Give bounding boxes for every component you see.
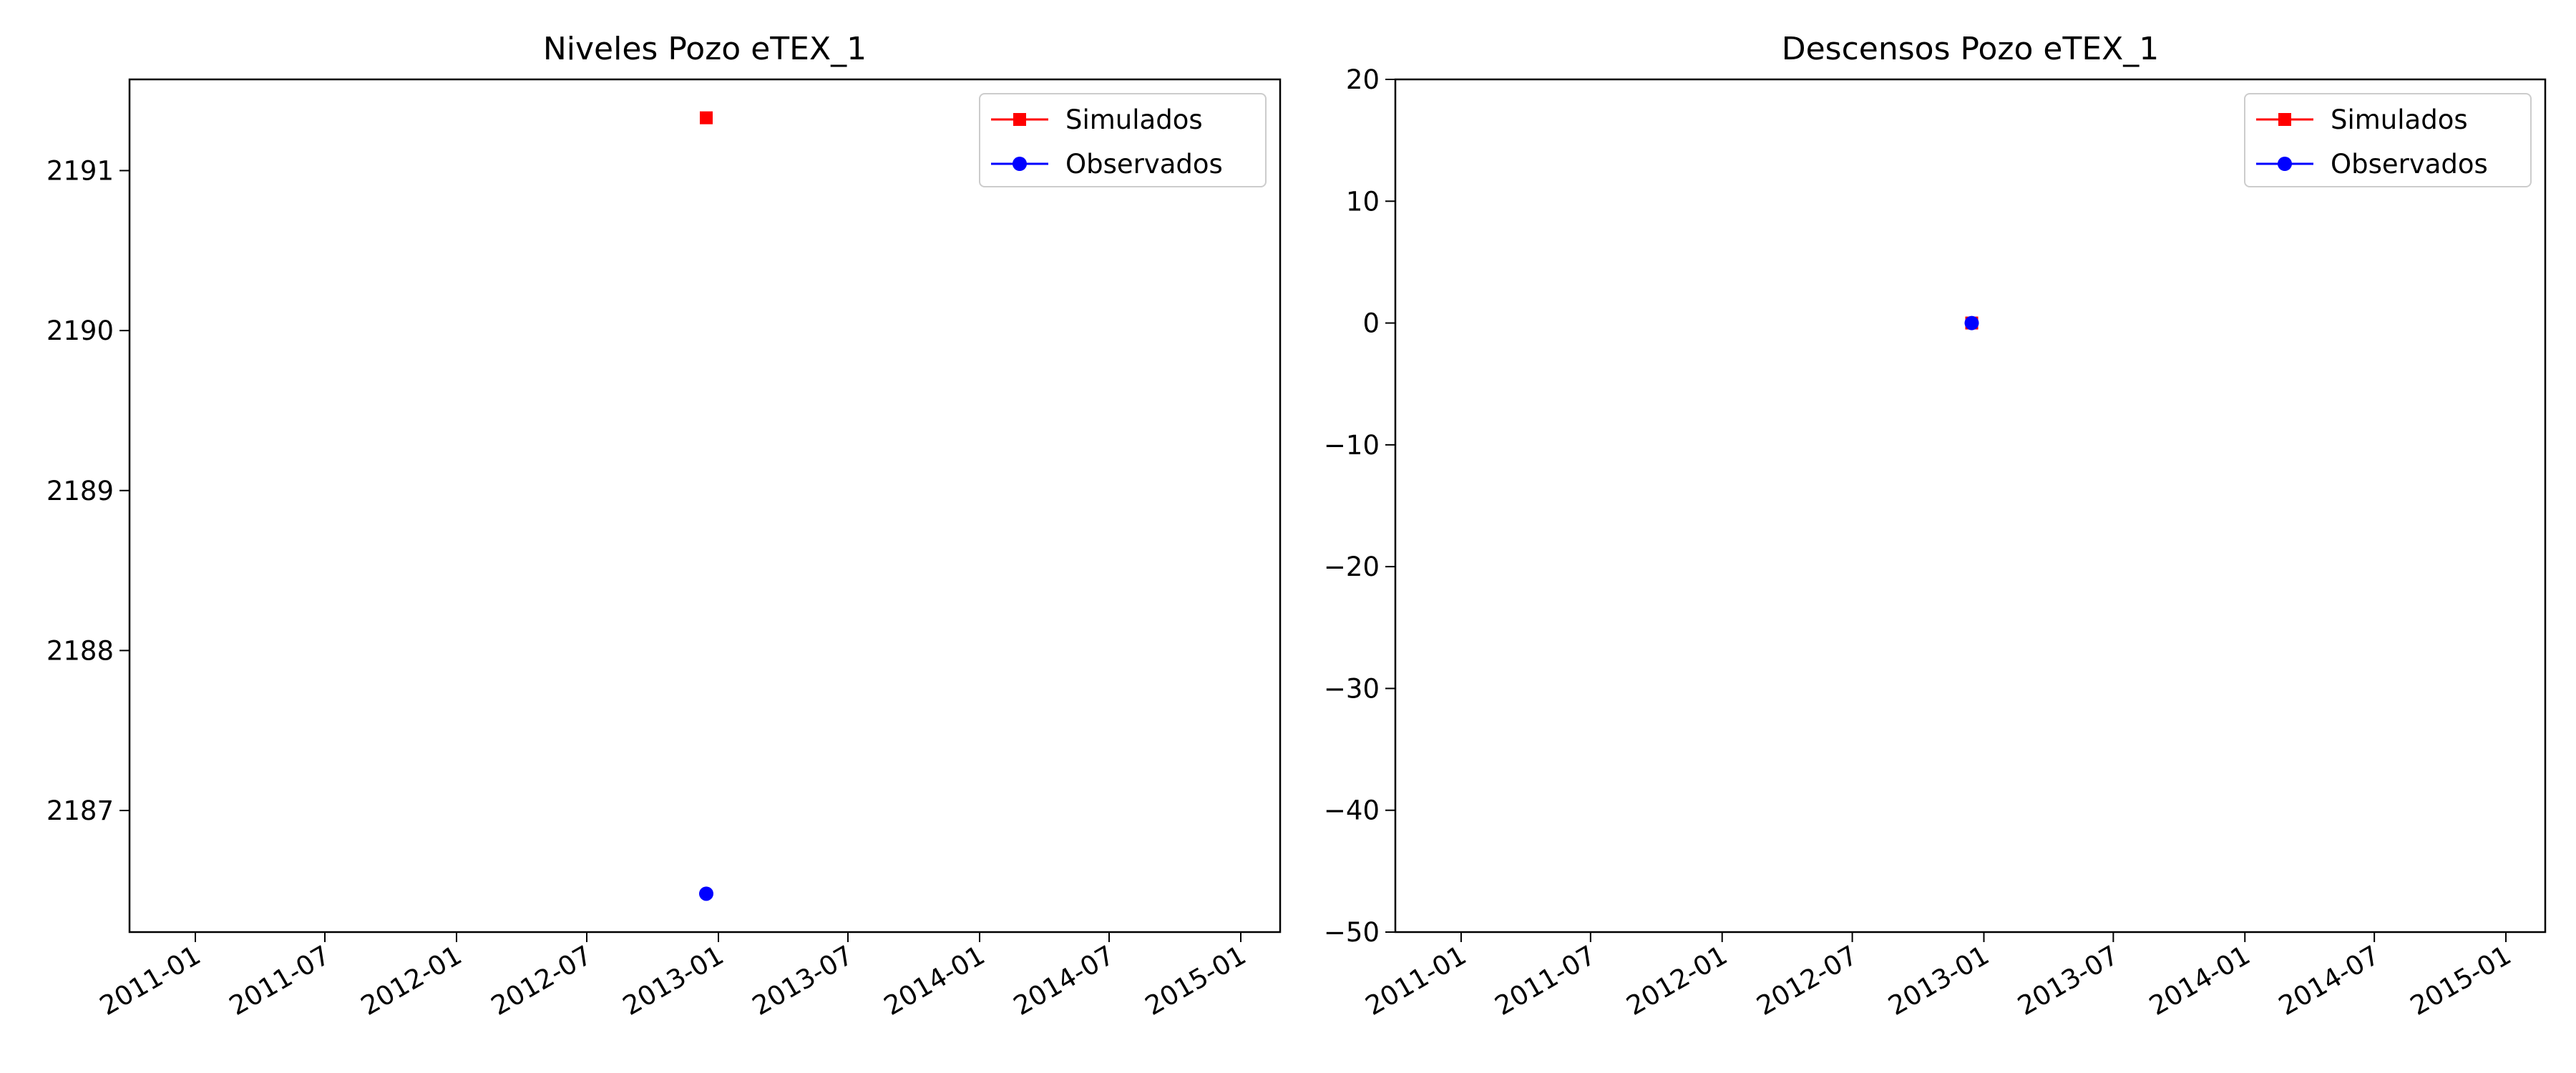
legend-marker-circle	[2278, 157, 2292, 171]
y-tick-label: 10	[1346, 186, 1380, 217]
chart-title: Niveles Pozo eTEX_1	[543, 31, 867, 67]
y-tick-label: −30	[1324, 673, 1380, 704]
y-tick-label: −50	[1324, 917, 1380, 948]
legend-label: Observados	[1065, 149, 1223, 180]
y-tick-label: 2190	[47, 315, 114, 346]
legend-marker-square	[2278, 113, 2291, 126]
plot-area-frame	[128, 78, 1282, 934]
y-tick-label: 0	[1362, 308, 1380, 339]
chart-title: Descensos Pozo eTEX_1	[1782, 31, 2160, 67]
y-tick-label: −20	[1324, 552, 1380, 582]
y-tick-label: −40	[1324, 795, 1380, 826]
legend-label: Simulados	[2331, 104, 2468, 135]
legend-label: Observados	[2331, 149, 2488, 180]
legend-box	[979, 93, 1267, 187]
y-tick-label: 2188	[47, 635, 114, 666]
y-tick-label: 20	[1346, 64, 1380, 95]
legend-box	[2244, 93, 2532, 187]
y-tick-label: −10	[1324, 430, 1380, 461]
y-tick-label: 2191	[47, 155, 114, 186]
data-point-simulados	[700, 111, 713, 124]
legend-marker-square	[1013, 113, 1026, 126]
legend: Simulados Observados	[2244, 93, 2532, 187]
data-point-observados	[1964, 315, 1979, 330]
y-tick-label: 2187	[47, 795, 114, 826]
data-point-observados	[699, 886, 713, 901]
legend-marker-circle	[1013, 157, 1027, 171]
legend: Simulados Observados	[979, 93, 1267, 187]
legend-label: Simulados	[1065, 104, 1203, 135]
plot-area-frame	[1394, 78, 2547, 934]
y-tick-label: 2189	[47, 476, 114, 506]
